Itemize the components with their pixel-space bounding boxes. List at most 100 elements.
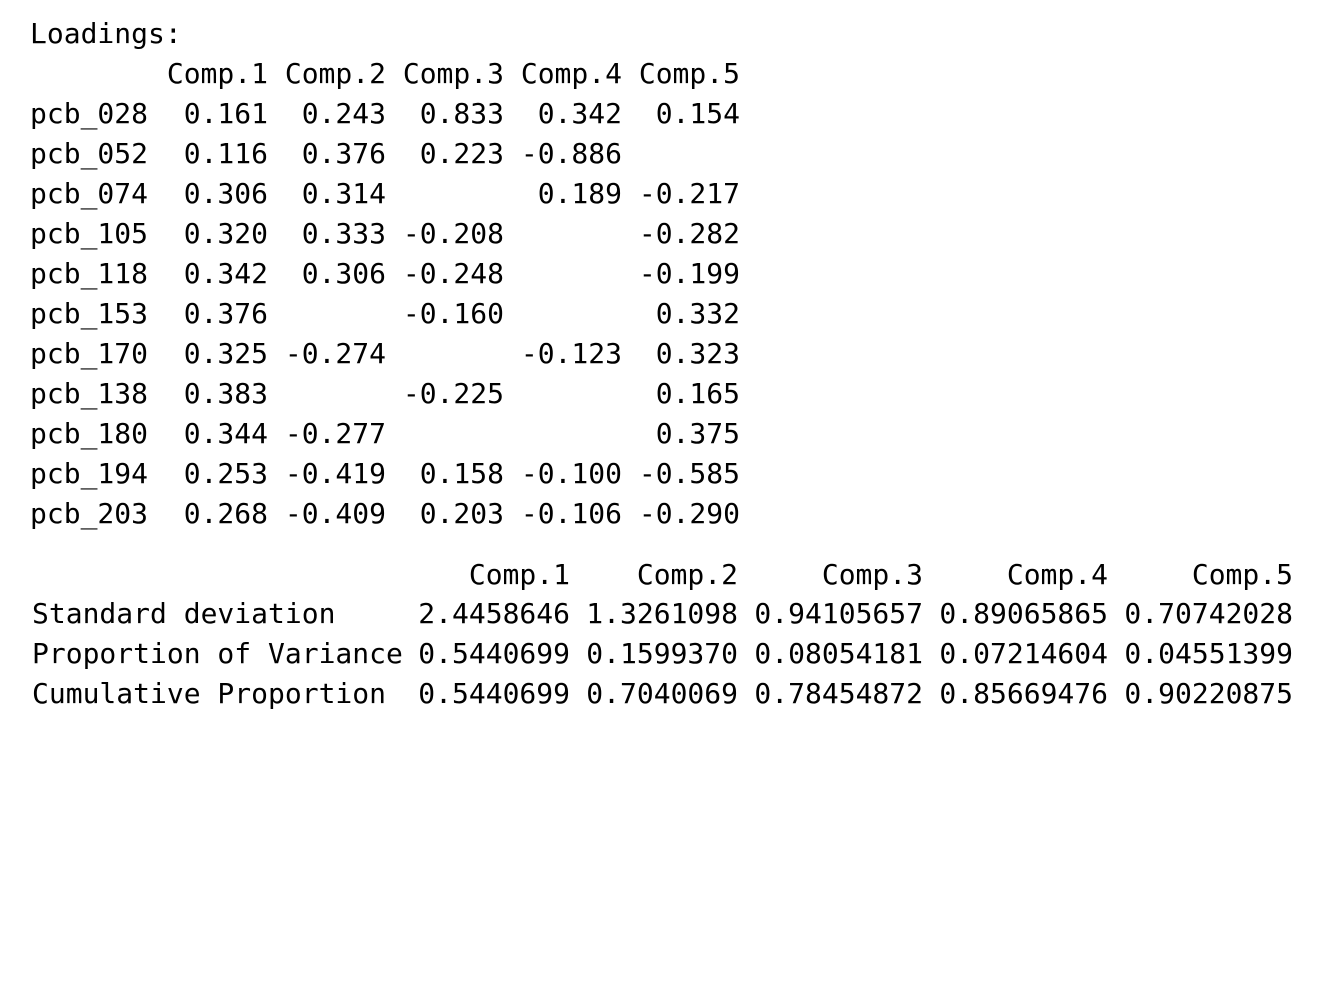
loadings-row-label: pcb_074 xyxy=(30,177,149,210)
loading-value: 0.306 xyxy=(301,257,386,290)
loading-value xyxy=(504,294,622,334)
loading-value: -0.106 xyxy=(520,497,622,530)
loadings-row: pcb_028 0.161 0.243 0.833 0.342 0.154 xyxy=(0,94,1336,134)
loading-value: -0.290 xyxy=(638,497,740,530)
loading-value: 0.333 xyxy=(301,217,386,250)
loading-value: 0.833 xyxy=(419,97,504,130)
variance-row-label: Standard deviation xyxy=(32,597,336,630)
loading-value: -0.199 xyxy=(638,257,740,290)
loadings-row-label: pcb_028 xyxy=(30,97,149,130)
loadings-col-header: Comp.5 xyxy=(638,57,740,90)
loadings-row: pcb_052 0.116 0.376 0.223 -0.886 xyxy=(0,134,1336,174)
variance-row: Proportion of Variance 0.5440699 0.15993… xyxy=(0,634,1336,674)
variance-row: Cumulative Proportion 0.5440699 0.704006… xyxy=(0,674,1336,714)
variance-value: 0.1599370 xyxy=(586,637,738,670)
variance-row-label: Proportion of Variance xyxy=(32,637,403,670)
loadings-row-label: pcb_203 xyxy=(30,497,149,530)
variance-value: 0.89065865 xyxy=(939,597,1108,630)
variance-value: 0.5440699 xyxy=(418,677,570,710)
variance-value: 0.04551399 xyxy=(1124,637,1293,670)
loadings-row-label: pcb_180 xyxy=(30,417,149,450)
loadings-row: pcb_170 0.325 -0.274 -0.123 0.323 xyxy=(0,334,1336,374)
loading-value: -0.886 xyxy=(520,137,622,170)
loading-value xyxy=(386,334,504,374)
variance-value: 0.70742028 xyxy=(1124,597,1293,630)
loading-value: -0.585 xyxy=(638,457,740,490)
loading-value: 0.342 xyxy=(537,97,622,130)
loading-value: 0.154 xyxy=(655,97,740,130)
loading-value xyxy=(268,374,386,414)
variance-value: 2.4458646 xyxy=(418,597,570,630)
loading-value: 0.323 xyxy=(655,337,740,370)
loadings-row-label: pcb_052 xyxy=(30,137,149,170)
variance-value: 0.78454872 xyxy=(754,677,923,710)
loadings-row: pcb_105 0.320 0.333 -0.208 -0.282 xyxy=(0,214,1336,254)
loading-value: -0.208 xyxy=(402,217,504,250)
r-console-output: Loadings: Comp.1 Comp.2 Comp.3 Comp.4 Co… xyxy=(0,14,1336,714)
loadings-col-header: Comp.3 xyxy=(402,57,504,90)
loadings-row-label: pcb_138 xyxy=(30,377,149,410)
loading-value: 0.189 xyxy=(537,177,622,210)
loading-value: 0.376 xyxy=(183,297,268,330)
loadings-row: pcb_194 0.253 -0.419 0.158 -0.100 -0.585 xyxy=(0,454,1336,494)
variance-value: 0.90220875 xyxy=(1124,677,1293,710)
variance-col-header: Comp.4 xyxy=(1006,558,1108,591)
loading-value: 0.320 xyxy=(183,217,268,250)
loading-value: 0.306 xyxy=(183,177,268,210)
loading-value: -0.217 xyxy=(638,177,740,210)
variance-value: 0.85669476 xyxy=(939,677,1108,710)
loading-value: 0.375 xyxy=(655,417,740,450)
variance-value: 0.07214604 xyxy=(939,637,1108,670)
loading-value xyxy=(504,414,622,454)
loadings-row: pcb_138 0.383 -0.225 0.165 xyxy=(0,374,1336,414)
loading-value: 0.223 xyxy=(419,137,504,170)
loadings-row: pcb_203 0.268 -0.409 0.203 -0.106 -0.290 xyxy=(0,494,1336,534)
loading-value: -0.419 xyxy=(284,457,386,490)
variance-header-row: Comp.1 Comp.2 Comp.3 Comp.4 Comp.5 xyxy=(0,555,1336,595)
loadings-row-label: pcb_194 xyxy=(30,457,149,490)
loadings-title-line: Loadings: xyxy=(0,14,1336,54)
loadings-row: pcb_153 0.376 -0.160 0.332 xyxy=(0,294,1336,334)
loading-value: -0.100 xyxy=(520,457,622,490)
loading-value: 0.325 xyxy=(183,337,268,370)
loading-value: -0.248 xyxy=(402,257,504,290)
loading-value: 0.383 xyxy=(183,377,268,410)
variance-col-header: Comp.3 xyxy=(821,558,923,591)
loadings-col-header: Comp.2 xyxy=(284,57,386,90)
variance-col-header: Comp.5 xyxy=(1191,558,1293,591)
loading-value: -0.277 xyxy=(284,417,386,450)
loadings-title: Loadings: xyxy=(30,17,182,50)
loading-value: 0.203 xyxy=(419,497,504,530)
variance-row: Standard deviation 2.4458646 1.3261098 0… xyxy=(0,594,1336,634)
variance-value: 1.3261098 xyxy=(586,597,738,630)
loadings-row-label: pcb_118 xyxy=(30,257,149,290)
loading-value: -0.282 xyxy=(638,217,740,250)
loading-value: -0.274 xyxy=(284,337,386,370)
loading-value xyxy=(268,294,386,334)
loading-value: 0.165 xyxy=(655,377,740,410)
loadings-header-row: Comp.1 Comp.2 Comp.3 Comp.4 Comp.5 xyxy=(0,54,1336,94)
loading-value xyxy=(504,374,622,414)
loadings-row-label: pcb_153 xyxy=(30,297,149,330)
variance-value: 0.08054181 xyxy=(754,637,923,670)
loadings-row: pcb_118 0.342 0.306 -0.248 -0.199 xyxy=(0,254,1336,294)
loadings-row: pcb_074 0.306 0.314 0.189 -0.217 xyxy=(0,174,1336,214)
loading-value xyxy=(504,214,622,254)
loading-value: 0.116 xyxy=(183,137,268,170)
variance-value: 0.94105657 xyxy=(754,597,923,630)
loadings-row-label: pcb_170 xyxy=(30,337,149,370)
loading-value: 0.268 xyxy=(183,497,268,530)
loadings-row: pcb_180 0.344 -0.277 0.375 xyxy=(0,414,1336,454)
variance-value: 0.5440699 xyxy=(418,637,570,670)
loading-value: 0.332 xyxy=(655,297,740,330)
loadings-col-header: Comp.1 xyxy=(166,57,268,90)
loading-value: -0.123 xyxy=(520,337,622,370)
loading-value xyxy=(386,414,504,454)
loading-value: -0.225 xyxy=(402,377,504,410)
loading-value: -0.160 xyxy=(402,297,504,330)
loadings-row-label: pcb_105 xyxy=(30,217,149,250)
loading-value: 0.161 xyxy=(183,97,268,130)
loading-value xyxy=(386,174,504,214)
loading-value: 0.314 xyxy=(301,177,386,210)
loading-value: 0.253 xyxy=(183,457,268,490)
